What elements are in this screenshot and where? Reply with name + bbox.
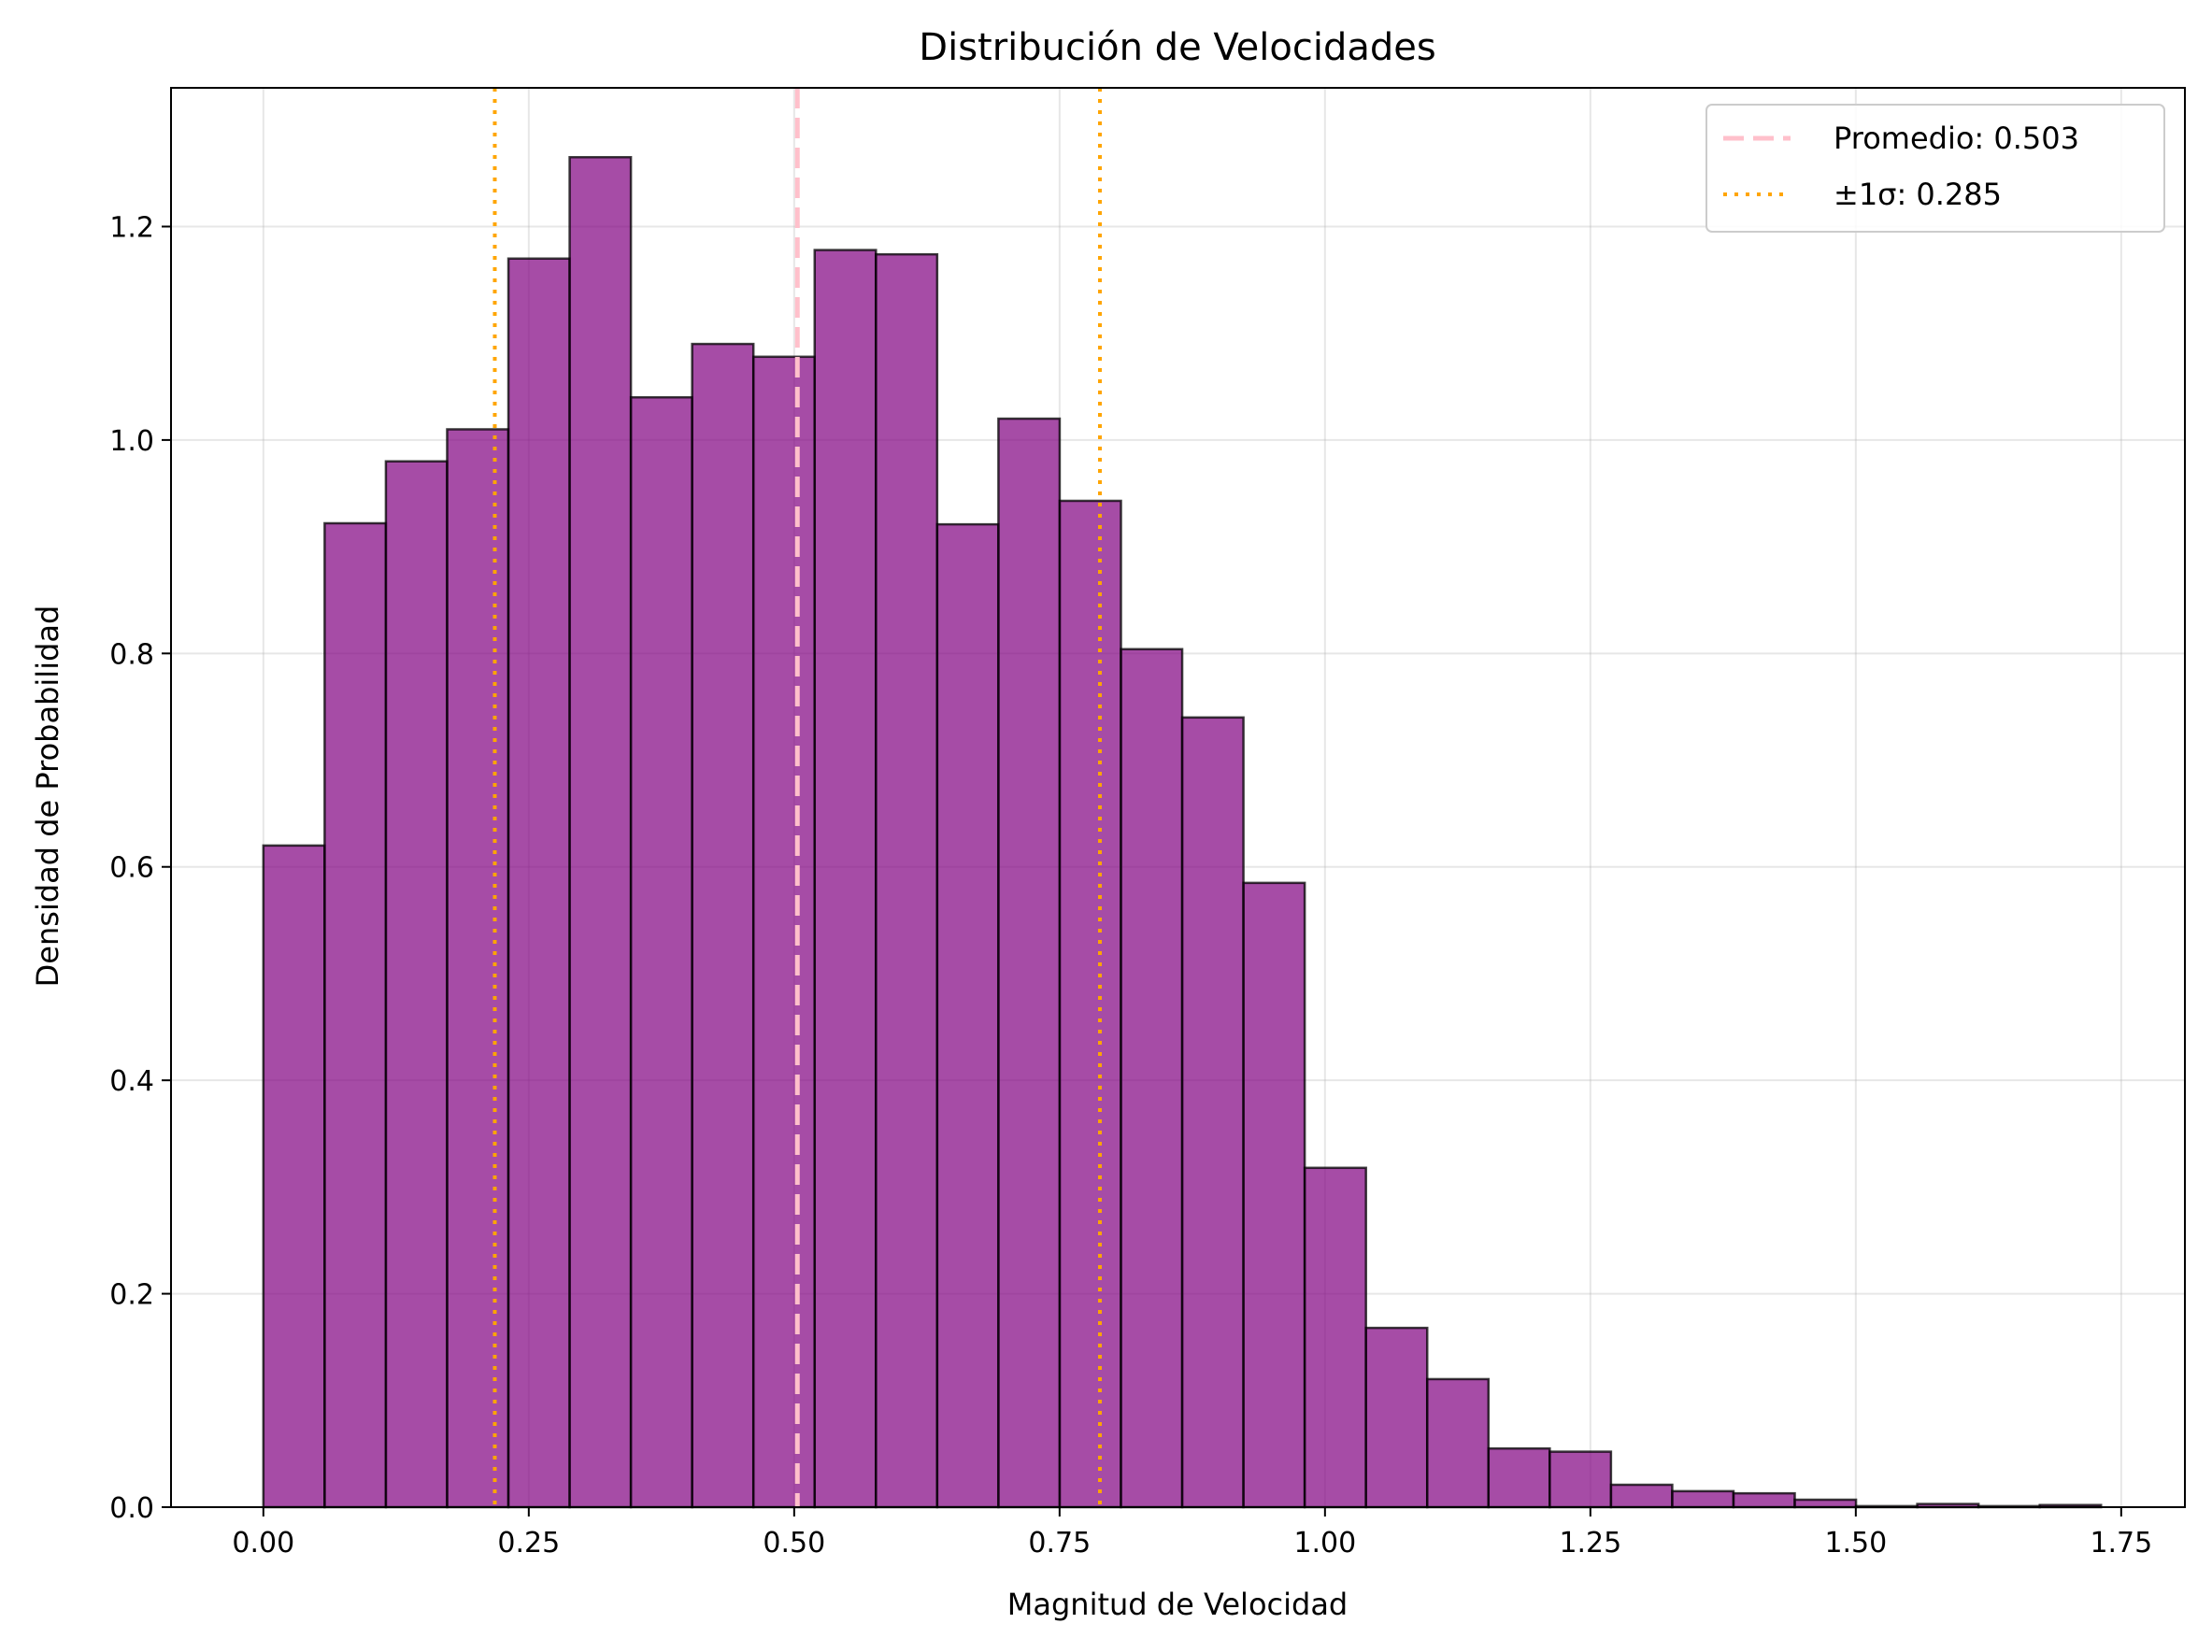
y-tick-label: 0.0	[109, 1492, 154, 1525]
histogram-bar	[1303, 1166, 1367, 1509]
y-tick-label: 0.4	[109, 1065, 154, 1098]
histogram-bar	[997, 417, 1062, 1509]
y-tick-label: 0.6	[109, 852, 154, 885]
x-tick-label: 1.50	[1824, 1527, 1887, 1559]
histogram-bar	[935, 522, 1000, 1509]
histogram-bar	[1425, 1377, 1491, 1509]
y-tick-label: 0.8	[109, 638, 154, 671]
histogram-bar	[751, 355, 817, 1509]
histogram-bar	[446, 428, 510, 1509]
x-tick-label: 1.75	[2090, 1527, 2152, 1559]
histogram-bars	[262, 155, 2103, 1509]
reference-lines	[492, 88, 1103, 1507]
legend: Promedio: 0.503 ±1σ: 0.285	[1705, 104, 2165, 233]
y-axis-ticks: 0.0 0.2 0.4 0.6 0.8 1.0 1.2	[109, 211, 171, 1525]
histogram-bar	[813, 249, 878, 1509]
histogram-bar	[1487, 1446, 1551, 1509]
histogram-bar	[875, 252, 939, 1509]
legend-std-label: ±1σ: 0.285	[1834, 177, 2002, 212]
histogram-bar	[1364, 1326, 1429, 1509]
histogram-bar	[1058, 499, 1122, 1509]
x-tick-label: 0.50	[763, 1527, 825, 1559]
histogram-bar	[323, 521, 388, 1509]
histogram-bar	[568, 155, 633, 1509]
histogram-bar	[1180, 716, 1245, 1509]
legend-mean-label: Promedio: 0.503	[1834, 121, 2079, 156]
y-tick-label: 1.2	[109, 211, 154, 244]
x-tick-label: 0.75	[1028, 1527, 1091, 1559]
x-axis-label: Magnitud de Velocidad	[1007, 1587, 1348, 1622]
legend-box	[1705, 104, 2165, 233]
histogram-bar	[262, 844, 326, 1509]
histogram-bar	[1120, 648, 1184, 1509]
histogram-bar	[384, 460, 449, 1509]
x-tick-label: 0.00	[232, 1527, 294, 1559]
histogram-bar	[629, 395, 693, 1509]
x-tick-label: 1.25	[1559, 1527, 1621, 1559]
x-axis-ticks: 0.00 0.25 0.50 0.75 1.00 1.25 1.50 1.75	[232, 1507, 2152, 1559]
histogram-bar	[1793, 1498, 1858, 1509]
histogram-bar	[691, 342, 755, 1509]
histogram-bar	[507, 257, 571, 1509]
x-tick-label: 1.00	[1293, 1527, 1356, 1559]
y-tick-label: 0.2	[109, 1279, 154, 1312]
chart-title: Distribución de Velocidades	[919, 26, 1435, 69]
y-tick-label: 1.0	[109, 425, 154, 458]
histogram-bar	[1609, 1483, 1674, 1509]
plot-frame	[170, 87, 2186, 1508]
x-tick-label: 0.25	[497, 1527, 560, 1559]
histogram-bar	[1242, 881, 1306, 1509]
histogram-bar	[1548, 1450, 1613, 1509]
y-axis-label: Densidad de Probabilidad	[30, 605, 65, 988]
histogram-bar	[1671, 1489, 1735, 1509]
histogram-bar	[1732, 1491, 1796, 1509]
